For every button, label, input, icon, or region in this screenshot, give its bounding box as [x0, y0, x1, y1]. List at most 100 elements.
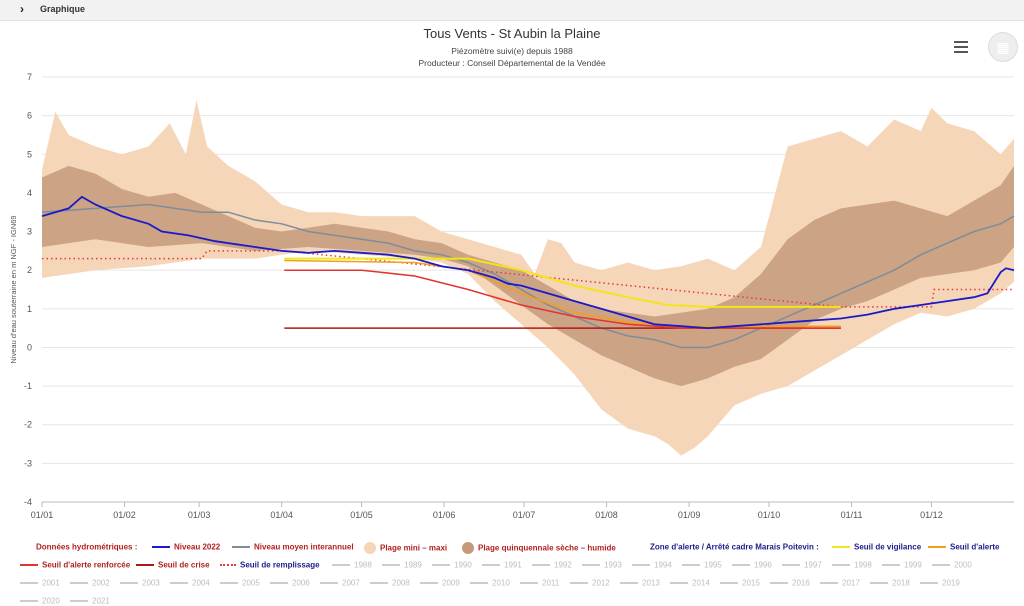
legend-label: 2014	[692, 578, 710, 588]
legend-year-item[interactable]: 1995	[682, 560, 722, 569]
legend-label: 2020	[42, 596, 60, 606]
y-tick-label: 1	[27, 304, 32, 314]
legend-item[interactable]: Seuil d'alerte	[928, 542, 999, 551]
legend-year-item[interactable]: 2010	[470, 578, 510, 587]
legend-label: 2006	[292, 578, 310, 588]
legend-label: Seuil de remplissage	[240, 560, 320, 570]
legend-line-symbol	[20, 581, 38, 584]
section-header[interactable]: › Graphique	[0, 0, 1024, 21]
legend-line-symbol	[370, 581, 388, 584]
legend-label: Seuil d'alerte	[950, 542, 1000, 552]
legend-line-symbol	[152, 545, 170, 548]
legend-year-item[interactable]: 2018	[870, 578, 910, 587]
legend-line-symbol	[232, 545, 250, 548]
legend-year-item[interactable]: 1999	[882, 560, 922, 569]
legend-label: Plage quinquennale sèche – humide	[478, 543, 616, 553]
legend-year-item[interactable]: 1988	[332, 560, 372, 569]
x-tick-label: 01/08	[595, 510, 618, 520]
legend-line-symbol	[782, 563, 800, 566]
chart-producer: Producteur : Conseil Départemental de la…	[418, 58, 606, 68]
legend-year-item[interactable]: 1992	[532, 560, 572, 569]
legend-item[interactable]: Données hydrométriques :	[36, 542, 137, 551]
legend-year-item[interactable]: 1994	[632, 560, 672, 569]
y-tick-label: -2	[24, 420, 32, 430]
x-tick-label: 01/06	[433, 510, 456, 520]
legend-item[interactable]: Seuil de vigilance	[832, 542, 921, 551]
legend-year-item[interactable]: 1997	[782, 560, 822, 569]
legend-year-item[interactable]: 2016	[770, 578, 810, 587]
legend-year-item[interactable]: 1996	[732, 560, 772, 569]
legend-year-item[interactable]: 2009	[420, 578, 460, 587]
legend-line-symbol	[770, 581, 788, 584]
legend-item[interactable]: Niveau moyen interannuel	[232, 542, 354, 551]
legend-item[interactable]: Zone d'alerte / Arrêté cadre Marais Poit…	[650, 542, 819, 551]
legend-year-item[interactable]: 2005	[220, 578, 260, 587]
legend-year-item[interactable]: 2011	[520, 578, 559, 587]
hamburger-menu-icon[interactable]	[950, 38, 972, 56]
legend-year-item[interactable]: 2001	[20, 578, 60, 587]
legend-line-symbol	[920, 581, 938, 584]
legend-label: Zone d'alerte / Arrêté cadre Marais Poit…	[650, 542, 819, 552]
legend-year-item[interactable]: 2019	[920, 578, 960, 587]
y-tick-label: 4	[27, 188, 32, 198]
x-tick-label: 01/10	[758, 510, 781, 520]
legend-label: 1994	[654, 560, 672, 570]
legend-label: 2019	[942, 578, 960, 588]
legend-line-symbol	[882, 563, 900, 566]
legend-line-symbol	[932, 563, 950, 566]
legend-year-item[interactable]: 2006	[270, 578, 310, 587]
legend-year-item[interactable]: 2003	[120, 578, 160, 587]
legend-label: Seuil de vigilance	[854, 542, 922, 552]
legend-item[interactable]: Plage mini – maxi	[364, 542, 447, 554]
legend-label: Données hydrométriques :	[36, 542, 138, 552]
legend-year-item[interactable]: 2008	[370, 578, 410, 587]
legend-label: 2017	[842, 578, 860, 588]
legend-line-symbol	[136, 563, 154, 566]
chart-title: Tous Vents - St Aubin la Plaine	[423, 26, 601, 41]
legend-label: 1992	[554, 560, 572, 570]
x-tick-label: 01/12	[920, 510, 943, 520]
legend-label: 1989	[404, 560, 422, 570]
legend-label: 1991	[504, 560, 522, 570]
legend-year-item[interactable]: 2017	[820, 578, 860, 587]
chevron-right-icon[interactable]: ›	[20, 2, 24, 16]
legend-line-symbol	[928, 545, 946, 548]
legend-item[interactable]: Niveau 2022	[152, 542, 220, 551]
legend-year-item[interactable]: 2013	[620, 578, 660, 587]
legend-line-symbol	[582, 563, 600, 566]
legend-year-item[interactable]: 1990	[432, 560, 472, 569]
legend-label: Plage mini – maxi	[380, 543, 448, 553]
x-tick-label: 01/01	[31, 510, 54, 520]
legend-item[interactable]: Seuil d'alerte renforcée	[20, 560, 130, 569]
legend-year-item[interactable]: 2012	[570, 578, 610, 587]
legend-year-item[interactable]: 2020	[20, 596, 60, 605]
legend-year-item[interactable]: 1998	[832, 560, 872, 569]
legend-year-item[interactable]: 2014	[670, 578, 710, 587]
legend-item[interactable]: Plage quinquennale sèche – humide	[462, 542, 616, 554]
y-tick-label: 7	[27, 72, 32, 82]
legend-year-item[interactable]: 2000	[932, 560, 972, 569]
legend-year-item[interactable]: 2004	[170, 578, 210, 587]
legend-label: 2004	[192, 578, 210, 588]
legend-circle-symbol	[364, 542, 376, 554]
x-tick-label: 01/03	[188, 510, 211, 520]
legend-year-item[interactable]: 1991	[482, 560, 522, 569]
legend-label: 1997	[804, 560, 822, 570]
legend-year-item[interactable]: 2015	[720, 578, 760, 587]
legend-year-item[interactable]: 1993	[582, 560, 622, 569]
y-axis-label: Niveau d'eau souterraine en m NGF - IGN6…	[9, 215, 18, 363]
legend-year-item[interactable]: 2007	[320, 578, 360, 587]
legend-year-item[interactable]: 1989	[382, 560, 422, 569]
x-tick-label: 01/07	[513, 510, 536, 520]
legend-item[interactable]: Seuil de crise	[136, 560, 210, 569]
legend-year-item[interactable]: 2002	[70, 578, 110, 587]
legend-line-symbol	[120, 581, 138, 584]
legend-year-item[interactable]: 2021	[70, 596, 110, 605]
legend-line-symbol	[420, 581, 438, 584]
grid-icon[interactable]: ▦	[988, 32, 1018, 62]
legend-line-symbol	[432, 563, 450, 566]
y-tick-label: 0	[27, 342, 32, 352]
legend-item[interactable]: Seuil de remplissage	[220, 560, 320, 569]
legend-label: 2008	[392, 578, 410, 588]
